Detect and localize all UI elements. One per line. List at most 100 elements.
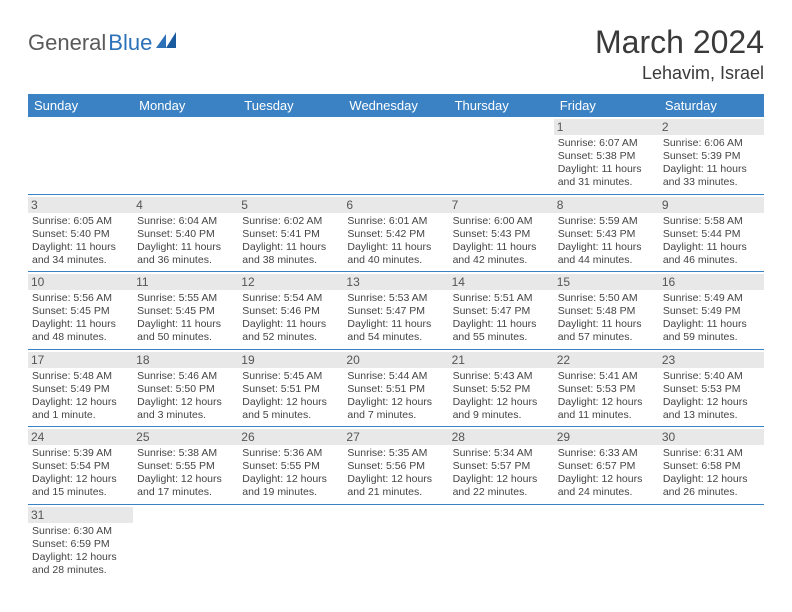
day-number: 8 (554, 197, 659, 213)
calendar-day-cell: 16Sunrise: 5:49 AMSunset: 5:49 PMDayligh… (659, 272, 764, 350)
sunrise-text: Sunrise: 5:39 AM (32, 447, 129, 460)
calendar-day-cell (449, 504, 554, 581)
sunset-text: Sunset: 5:43 PM (558, 228, 655, 241)
sunrise-text: Sunrise: 5:38 AM (137, 447, 234, 460)
sunrise-text: Sunrise: 5:46 AM (137, 370, 234, 383)
daylight-text: Daylight: 11 hours and 40 minutes. (347, 241, 444, 267)
daylight-text: Daylight: 12 hours and 11 minutes. (558, 396, 655, 422)
daylight-text: Daylight: 12 hours and 28 minutes. (32, 551, 129, 577)
sunset-text: Sunset: 5:47 PM (347, 305, 444, 318)
calendar-day-cell: 11Sunrise: 5:55 AMSunset: 5:45 PMDayligh… (133, 272, 238, 350)
day-number: 12 (238, 274, 343, 290)
sunrise-text: Sunrise: 6:33 AM (558, 447, 655, 460)
calendar-day-cell: 15Sunrise: 5:50 AMSunset: 5:48 PMDayligh… (554, 272, 659, 350)
day-info: Sunrise: 5:49 AMSunset: 5:49 PMDaylight:… (663, 292, 760, 345)
sunrise-text: Sunrise: 5:58 AM (663, 215, 760, 228)
day-number: 1 (554, 119, 659, 135)
sunrise-text: Sunrise: 5:48 AM (32, 370, 129, 383)
daylight-text: Daylight: 12 hours and 15 minutes. (32, 473, 129, 499)
daylight-text: Daylight: 11 hours and 48 minutes. (32, 318, 129, 344)
weekday-monday: Monday (133, 94, 238, 117)
sunset-text: Sunset: 5:41 PM (242, 228, 339, 241)
day-number: 23 (659, 352, 764, 368)
day-number: 20 (343, 352, 448, 368)
daylight-text: Daylight: 11 hours and 33 minutes. (663, 163, 760, 189)
weekday-thursday: Thursday (449, 94, 554, 117)
sunset-text: Sunset: 6:57 PM (558, 460, 655, 473)
sunrise-text: Sunrise: 6:30 AM (32, 525, 129, 538)
sunset-text: Sunset: 5:55 PM (137, 460, 234, 473)
day-number: 2 (659, 119, 764, 135)
day-number: 7 (449, 197, 554, 213)
day-info: Sunrise: 5:51 AMSunset: 5:47 PMDaylight:… (453, 292, 550, 345)
sunrise-text: Sunrise: 6:06 AM (663, 137, 760, 150)
sunset-text: Sunset: 5:48 PM (558, 305, 655, 318)
calendar-day-cell (238, 117, 343, 194)
day-info: Sunrise: 5:48 AMSunset: 5:49 PMDaylight:… (32, 370, 129, 423)
sunrise-text: Sunrise: 6:07 AM (558, 137, 655, 150)
sunset-text: Sunset: 5:49 PM (663, 305, 760, 318)
day-info: Sunrise: 5:36 AMSunset: 5:55 PMDaylight:… (242, 447, 339, 500)
day-number: 13 (343, 274, 448, 290)
sunset-text: Sunset: 5:40 PM (32, 228, 129, 241)
day-number: 22 (554, 352, 659, 368)
calendar-day-cell: 2Sunrise: 6:06 AMSunset: 5:39 PMDaylight… (659, 117, 764, 194)
sunset-text: Sunset: 5:56 PM (347, 460, 444, 473)
calendar-week-row: 3Sunrise: 6:05 AMSunset: 5:40 PMDaylight… (28, 194, 764, 272)
sunrise-text: Sunrise: 5:44 AM (347, 370, 444, 383)
day-info: Sunrise: 5:50 AMSunset: 5:48 PMDaylight:… (558, 292, 655, 345)
daylight-text: Daylight: 12 hours and 24 minutes. (558, 473, 655, 499)
calendar-week-row: 31Sunrise: 6:30 AMSunset: 6:59 PMDayligh… (28, 504, 764, 581)
day-number: 21 (449, 352, 554, 368)
calendar-body: 1Sunrise: 6:07 AMSunset: 5:38 PMDaylight… (28, 117, 764, 581)
day-info: Sunrise: 5:58 AMSunset: 5:44 PMDaylight:… (663, 215, 760, 268)
daylight-text: Daylight: 11 hours and 55 minutes. (453, 318, 550, 344)
sunrise-text: Sunrise: 5:36 AM (242, 447, 339, 460)
daylight-text: Daylight: 12 hours and 1 minute. (32, 396, 129, 422)
day-info: Sunrise: 5:38 AMSunset: 5:55 PMDaylight:… (137, 447, 234, 500)
calendar-day-cell: 23Sunrise: 5:40 AMSunset: 5:53 PMDayligh… (659, 349, 764, 427)
sunset-text: Sunset: 5:53 PM (558, 383, 655, 396)
sunset-text: Sunset: 5:49 PM (32, 383, 129, 396)
sunset-text: Sunset: 5:55 PM (242, 460, 339, 473)
sunset-text: Sunset: 5:38 PM (558, 150, 655, 163)
day-info: Sunrise: 5:35 AMSunset: 5:56 PMDaylight:… (347, 447, 444, 500)
sunrise-text: Sunrise: 6:00 AM (453, 215, 550, 228)
sunset-text: Sunset: 5:47 PM (453, 305, 550, 318)
calendar-day-cell (133, 117, 238, 194)
sunset-text: Sunset: 6:58 PM (663, 460, 760, 473)
sunrise-text: Sunrise: 5:54 AM (242, 292, 339, 305)
sunset-text: Sunset: 5:53 PM (663, 383, 760, 396)
calendar-day-cell: 4 Sunrise: 6:04 AMSunset: 5:40 PMDaylight… (133, 194, 238, 272)
calendar-day-cell: 12Sunrise: 5:54 AMSunset: 5:46 PMDayligh… (238, 272, 343, 350)
calendar-day-cell: 22 Sunrise: 5:41 AMSunset: 5:53 PMDayligh… (554, 349, 659, 427)
sunset-text: Sunset: 5:44 PM (663, 228, 760, 241)
sunset-text: Sunset: 5:45 PM (137, 305, 234, 318)
daylight-text: Daylight: 12 hours and 19 minutes. (242, 473, 339, 499)
calendar-day-cell (659, 504, 764, 581)
calendar-day-cell: 28Sunrise: 5:34 AMSunset: 5:57 PMDayligh… (449, 427, 554, 505)
calendar-day-cell: 7Sunrise: 6:00 AMSunset: 5:43 PMDaylight… (449, 194, 554, 272)
daylight-text: Daylight: 12 hours and 7 minutes. (347, 396, 444, 422)
day-info: Sunrise: 6:04 AMSunset: 5:40 PMDaylight:… (137, 215, 234, 268)
daylight-text: Daylight: 11 hours and 34 minutes. (32, 241, 129, 267)
day-number: 14 (449, 274, 554, 290)
logo: General Blue (28, 24, 178, 56)
day-number: 4 (133, 197, 238, 213)
day-number: 19 (238, 352, 343, 368)
calendar-day-cell: 18Sunrise: 5:46 AMSunset: 5:50 PMDayligh… (133, 349, 238, 427)
day-info: Sunrise: 6:07 AMSunset: 5:38 PMDaylight:… (558, 137, 655, 190)
day-number: 11 (133, 274, 238, 290)
sunrise-text: Sunrise: 5:41 AM (558, 370, 655, 383)
day-number: 26 (238, 429, 343, 445)
calendar-day-cell: 3Sunrise: 6:05 AMSunset: 5:40 PMDaylight… (28, 194, 133, 272)
day-info: Sunrise: 6:02 AMSunset: 5:41 PMDaylight:… (242, 215, 339, 268)
day-info: Sunrise: 5:43 AMSunset: 5:52 PMDaylight:… (453, 370, 550, 423)
daylight-text: Daylight: 11 hours and 54 minutes. (347, 318, 444, 344)
sunrise-text: Sunrise: 5:51 AM (453, 292, 550, 305)
day-number: 27 (343, 429, 448, 445)
day-number: 18 (133, 352, 238, 368)
sunrise-text: Sunrise: 5:45 AM (242, 370, 339, 383)
calendar-day-cell: 8Sunrise: 5:59 AMSunset: 5:43 PMDaylight… (554, 194, 659, 272)
sunset-text: Sunset: 5:51 PM (347, 383, 444, 396)
